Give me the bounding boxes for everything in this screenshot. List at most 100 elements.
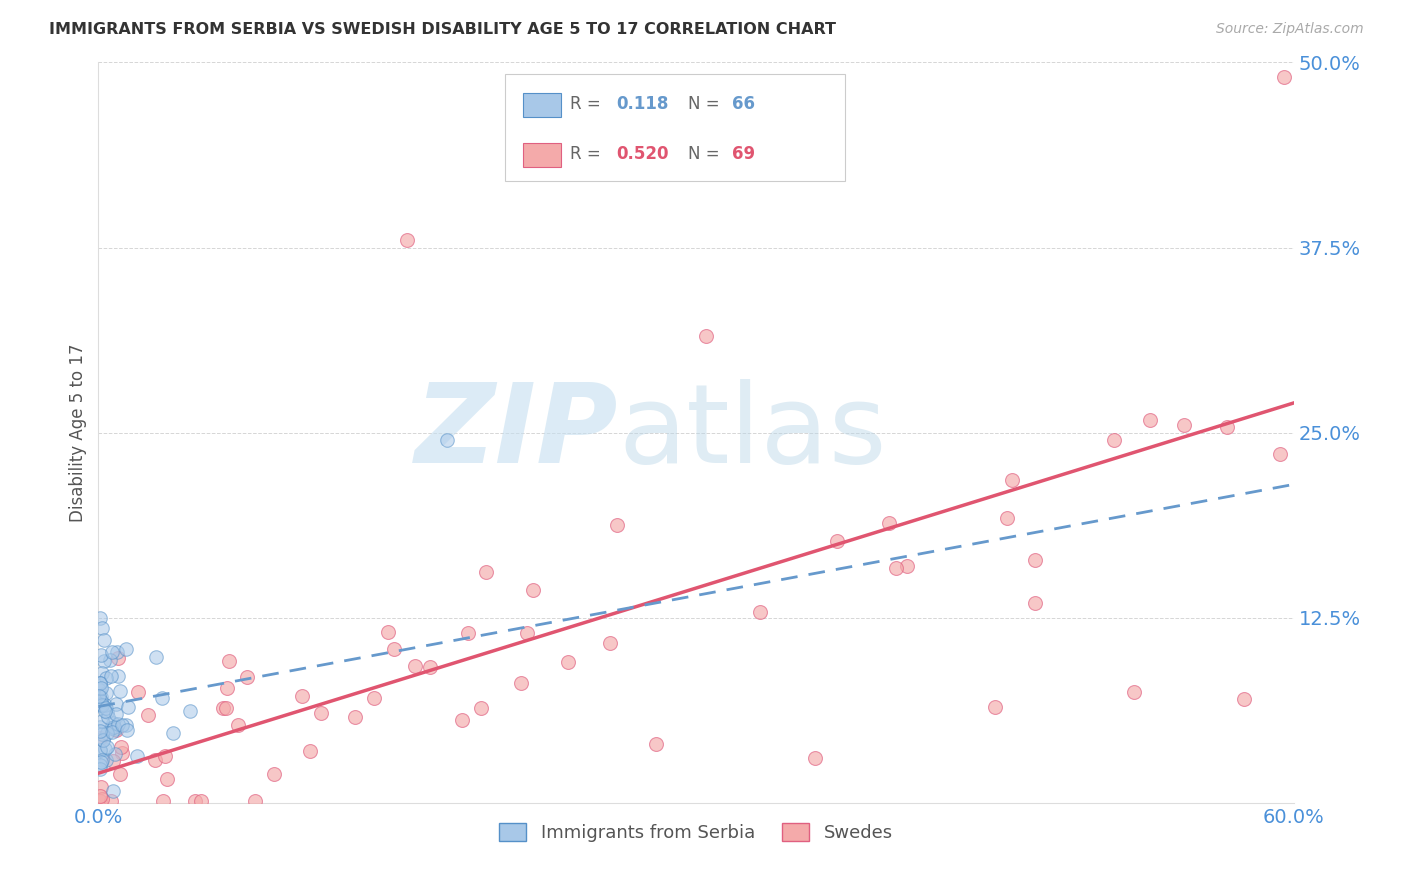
Point <box>89 676 111 690</box>
Point <box>516 625 538 640</box>
Point <box>90 780 112 794</box>
Point <box>162 725 184 739</box>
Point <box>89 689 111 703</box>
Point <box>101 716 124 731</box>
Point <box>152 690 174 705</box>
Point <box>152 794 174 808</box>
Point <box>107 650 129 665</box>
Point <box>451 714 474 728</box>
Point <box>1024 596 1046 610</box>
Point <box>263 767 285 781</box>
Point <box>179 704 201 718</box>
Text: N =: N = <box>688 145 724 162</box>
Point <box>190 794 212 808</box>
Point <box>101 783 124 797</box>
Point <box>108 684 131 698</box>
Point <box>215 681 238 696</box>
Point <box>127 749 149 764</box>
Point <box>93 654 115 668</box>
Point <box>97 710 120 724</box>
Point <box>89 720 111 734</box>
Point <box>984 699 1007 714</box>
Point <box>127 685 149 699</box>
Point <box>90 666 112 681</box>
Point <box>825 533 848 548</box>
Point <box>108 767 131 781</box>
Point <box>90 681 112 695</box>
Point <box>995 511 1018 525</box>
Point <box>104 747 127 761</box>
Point <box>96 726 118 740</box>
Point <box>695 329 717 343</box>
Point <box>89 742 111 756</box>
Point <box>89 698 111 712</box>
Point <box>143 753 166 767</box>
Point <box>96 705 118 719</box>
FancyBboxPatch shape <box>523 144 561 167</box>
Point <box>90 756 112 770</box>
Point <box>218 654 240 668</box>
Point <box>89 682 111 697</box>
Point <box>110 740 132 755</box>
Point <box>363 690 385 705</box>
Point <box>215 700 238 714</box>
Point <box>1024 552 1046 566</box>
Point <box>343 709 366 723</box>
Point <box>382 641 405 656</box>
Point <box>1272 70 1295 85</box>
Point <box>1173 418 1195 433</box>
Point <box>557 656 579 670</box>
Text: Source: ZipAtlas.com: Source: ZipAtlas.com <box>1216 22 1364 37</box>
Point <box>404 659 426 673</box>
Point <box>291 689 314 703</box>
Point <box>457 626 479 640</box>
Point <box>100 645 122 659</box>
Point <box>90 694 112 708</box>
Text: 0.520: 0.520 <box>616 145 668 162</box>
Legend: Immigrants from Serbia, Swedes: Immigrants from Serbia, Swedes <box>492 816 900 849</box>
Point <box>509 675 531 690</box>
Point <box>522 582 544 597</box>
Point <box>474 565 496 579</box>
Point <box>1123 685 1146 699</box>
Point <box>89 610 111 624</box>
Point <box>243 794 266 808</box>
Text: N =: N = <box>688 95 724 112</box>
Point <box>226 717 249 731</box>
Point <box>877 516 900 530</box>
Point <box>91 732 114 747</box>
Point <box>89 743 111 757</box>
Point <box>1233 692 1256 706</box>
Point <box>91 714 114 729</box>
Point <box>105 723 128 737</box>
Point <box>299 744 322 758</box>
Point <box>419 660 441 674</box>
Point <box>89 676 111 690</box>
Point <box>96 700 118 714</box>
Point <box>749 605 772 619</box>
Point <box>98 653 121 667</box>
Point <box>211 701 233 715</box>
Point <box>105 697 128 711</box>
Point <box>94 671 117 685</box>
Point <box>436 433 458 447</box>
Point <box>309 706 332 720</box>
Point <box>89 731 111 745</box>
Point <box>91 753 114 767</box>
Point <box>184 794 207 808</box>
Point <box>89 794 111 808</box>
Point <box>100 669 122 683</box>
Point <box>94 686 117 700</box>
Y-axis label: Disability Age 5 to 17: Disability Age 5 to 17 <box>69 343 87 522</box>
Point <box>145 650 167 665</box>
Point <box>101 755 124 769</box>
Point <box>90 690 112 704</box>
Point <box>155 749 177 764</box>
Point <box>1001 473 1024 487</box>
Point <box>136 708 159 723</box>
Point <box>599 636 621 650</box>
Point <box>91 727 114 741</box>
Point <box>94 698 117 712</box>
Point <box>105 707 128 722</box>
Point <box>107 669 129 683</box>
